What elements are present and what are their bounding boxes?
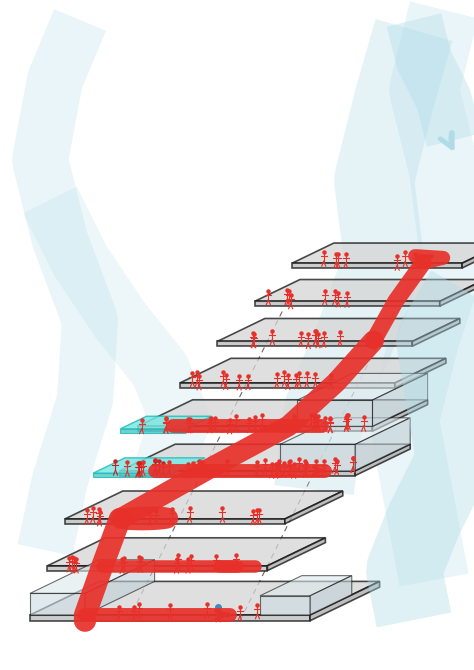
Polygon shape	[180, 383, 395, 388]
Polygon shape	[30, 582, 380, 615]
Polygon shape	[93, 458, 205, 473]
Polygon shape	[462, 243, 474, 268]
Polygon shape	[255, 302, 440, 306]
Polygon shape	[120, 429, 185, 433]
Polygon shape	[373, 373, 428, 426]
Polygon shape	[355, 418, 410, 471]
Polygon shape	[310, 576, 352, 615]
Polygon shape	[260, 596, 310, 615]
Polygon shape	[23, 186, 210, 490]
Polygon shape	[65, 519, 285, 524]
Polygon shape	[217, 342, 412, 346]
Polygon shape	[280, 444, 355, 471]
Polygon shape	[47, 565, 267, 571]
Polygon shape	[298, 373, 428, 400]
Polygon shape	[387, 13, 474, 147]
Polygon shape	[373, 400, 428, 431]
Polygon shape	[274, 19, 453, 495]
Polygon shape	[93, 473, 173, 477]
Polygon shape	[292, 263, 462, 268]
Polygon shape	[30, 594, 85, 615]
Polygon shape	[120, 416, 211, 429]
Polygon shape	[85, 560, 155, 615]
Polygon shape	[120, 471, 355, 476]
Polygon shape	[30, 560, 155, 594]
Polygon shape	[180, 358, 446, 383]
Polygon shape	[47, 538, 325, 565]
Polygon shape	[137, 426, 373, 431]
Polygon shape	[292, 243, 474, 263]
Polygon shape	[260, 576, 352, 596]
Polygon shape	[137, 400, 428, 426]
Polygon shape	[369, 1, 474, 586]
Polygon shape	[267, 538, 325, 571]
Polygon shape	[120, 444, 410, 471]
Polygon shape	[366, 271, 474, 627]
Polygon shape	[65, 491, 343, 519]
Polygon shape	[280, 418, 410, 444]
Polygon shape	[395, 358, 446, 388]
Polygon shape	[255, 279, 474, 302]
Polygon shape	[355, 444, 410, 476]
Polygon shape	[310, 582, 380, 621]
Polygon shape	[30, 615, 310, 621]
Polygon shape	[12, 9, 118, 556]
Polygon shape	[298, 400, 373, 426]
Polygon shape	[412, 318, 460, 346]
Polygon shape	[440, 279, 474, 306]
Polygon shape	[285, 491, 343, 524]
Polygon shape	[217, 318, 460, 342]
